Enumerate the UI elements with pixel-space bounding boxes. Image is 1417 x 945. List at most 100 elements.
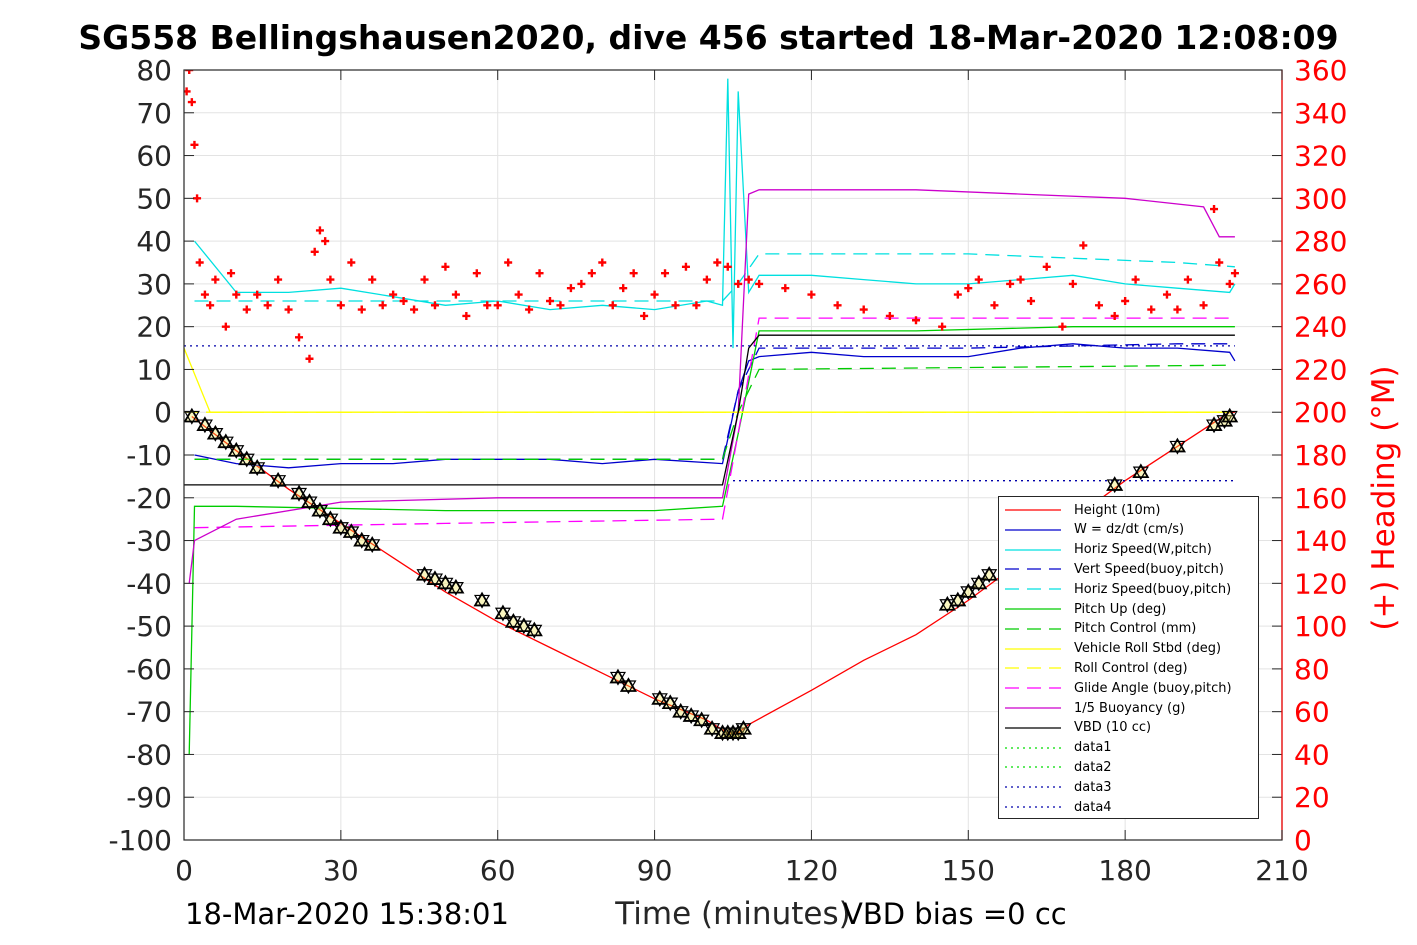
y-tick-label: 80 [136,54,172,87]
y-right-tick-label: 300 [1294,182,1347,215]
flag-point-inverse [228,445,245,459]
heading-point [1121,297,1130,305]
legend-swatch [999,797,1061,817]
series-line-2 [193,78,1236,349]
y-right-tick-label: 220 [1294,353,1347,386]
heading-point [310,247,319,256]
heading-point [1183,275,1192,284]
legend-swatch [999,599,1061,619]
flag-point-inverse [693,714,710,729]
legend-label: data2 [1074,759,1112,775]
y-right-tick-label: 80 [1294,653,1330,686]
series-line-1 [194,343,1236,469]
heading-point [671,301,680,310]
heading-point [702,275,711,284]
flag-point-inverse [683,710,700,725]
legend-label: Horiz Speed(buoy,pitch) [1074,581,1232,597]
y-right-axis-label: (+) Heading (°M) [1366,365,1402,630]
y-tick-label: -30 [126,525,172,558]
heading-point [1147,305,1156,314]
legend-swatch [999,678,1061,698]
legend-item: Glide Angle (buoy,pitch) [999,678,1258,698]
heading-point [781,284,790,293]
chart-legend: Height (10m) W = dz/dt (cm/s) Horiz Speed(… [998,496,1259,819]
flag-point-inverse [704,723,721,737]
y-tick-label: -70 [126,696,172,729]
y-right-tick-label: 20 [1294,781,1330,814]
heading-point [1131,275,1140,284]
heading-point [974,275,983,284]
legend-swatch [999,500,1061,520]
flag-point-inverse [981,569,998,583]
flag-point-inverse [620,680,637,695]
heading-point [321,237,330,246]
heading-point [1079,241,1088,250]
heading-point [185,70,194,74]
y-right-tick-label: 240 [1294,311,1347,344]
heading-point [1016,275,1025,284]
heading-point [556,301,565,310]
heading-point [650,290,659,299]
heading-point [546,297,554,305]
series-line-11 [184,334,1235,486]
legend-swatch [999,757,1061,777]
legend-label: Pitch Control (mm) [1074,621,1197,637]
legend-swatch [999,540,1061,560]
heading-point [964,284,973,293]
heading-point [263,301,272,310]
flag-point-inverse [494,607,511,622]
heading-point [274,275,283,284]
y-right-tick-label: 160 [1294,482,1347,515]
heading-point [1068,279,1077,288]
heading-point [221,322,230,331]
x-tick-label: 0 [175,854,193,887]
x-axis-label: Time (minutes) [614,896,850,932]
y-tick-label: 30 [136,268,172,301]
flag-point-inverse [473,594,491,609]
heading-point [608,301,617,310]
heading-point [953,290,962,299]
flag-point-inverse [662,697,679,712]
heading-point [1215,258,1224,267]
x-tick-label: 90 [637,854,673,887]
heading-point [227,269,236,278]
x-tick-label: 30 [323,854,359,887]
flag-point-inverse [949,594,966,609]
flag-markers [184,407,1239,742]
legend-swatch [999,520,1061,540]
legend-label: Roll Control (deg) [1074,660,1188,676]
legend-item: 1/5 Buoyancy (g) [999,698,1258,718]
heading-point [833,301,842,310]
legend-item: Pitch Control (mm) [999,619,1258,639]
flag-point-inverse [249,462,266,477]
y-tick-label: 0 [154,396,172,429]
heading-point [472,269,481,278]
flag-point-inverse [301,496,318,511]
legend-label: Horiz Speed(W,pitch) [1074,542,1212,558]
flag-point-inverse [1106,479,1123,494]
y-right-tick-label: 120 [1294,567,1347,600]
heading-point [1095,301,1103,310]
legend-item: Vert Speed(buoy,pitch) [999,559,1258,579]
y-tick-label: -80 [126,738,172,771]
legend-item: W = dz/dt (cm/s) [999,520,1258,540]
y-tick-label: -40 [126,567,172,600]
legend-label: Height (10m) [1074,502,1161,518]
heading-point [1210,205,1219,214]
flag-point-inverse [207,428,224,442]
heading-point [451,290,460,299]
flag-point-inverse [238,453,255,468]
heading-point [200,290,209,299]
heading-point [807,290,816,299]
heading-markers [184,70,1239,363]
heading-point [253,290,262,299]
x-tick-label: 120 [785,854,838,887]
heading-point [430,301,439,310]
legend-label: VBD (10 cc) [1074,720,1152,736]
series-line-4 [194,253,1235,302]
series-line-5 [188,326,1235,755]
heading-point [692,301,701,310]
legend-swatch [999,738,1061,758]
heading-point [734,279,743,288]
flag-point-inverse [1169,440,1186,455]
